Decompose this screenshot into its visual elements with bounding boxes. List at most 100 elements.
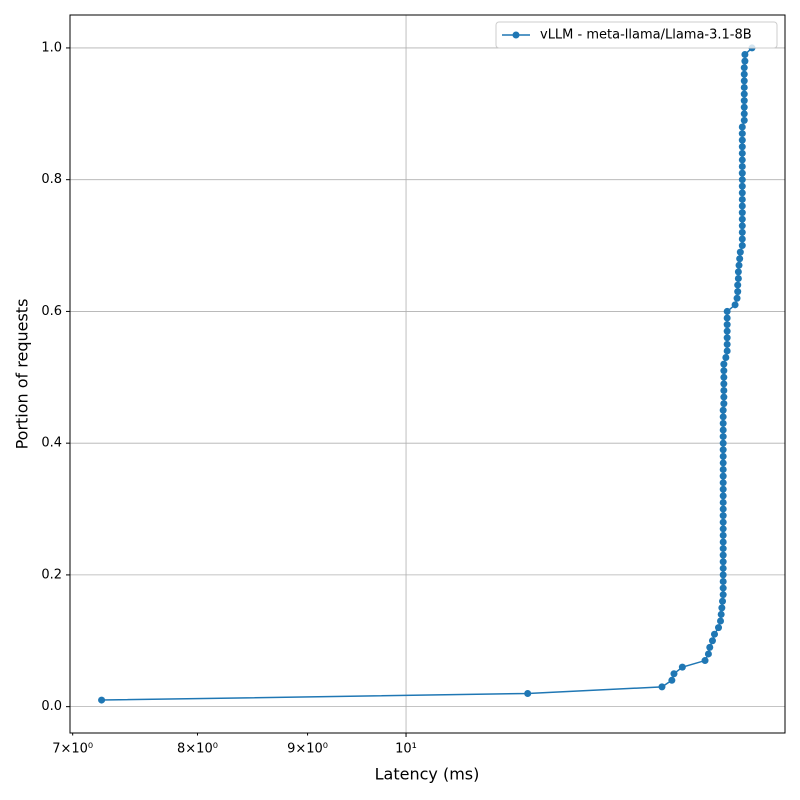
data-point [740, 97, 748, 105]
data-point [719, 505, 727, 513]
legend-label: vLLM - meta-llama/Llama-3.1-8B [540, 28, 752, 43]
legend-marker [512, 31, 520, 39]
data-point [719, 485, 727, 493]
data-point [719, 518, 727, 526]
data-point [719, 433, 727, 441]
data-point [738, 228, 746, 236]
data-point [719, 591, 727, 599]
data-point [719, 452, 727, 460]
data-point [740, 103, 748, 111]
data-point [701, 657, 709, 665]
data-point [720, 373, 728, 381]
data-point [723, 347, 731, 355]
data-point [524, 689, 532, 697]
y-axis-label: Portion of requests [13, 299, 32, 450]
x-axis-label: Latency (ms) [375, 765, 480, 784]
data-point [719, 512, 727, 520]
legend: vLLM - meta-llama/Llama-3.1-8B [495, 21, 778, 49]
data-point [738, 195, 746, 203]
y-tick-label: 0.8 [41, 172, 62, 187]
data-point [734, 288, 742, 296]
x-tick-label: 8×10⁰ [177, 742, 218, 757]
data-point [740, 70, 748, 78]
data-point [723, 307, 731, 315]
data-point [738, 136, 746, 144]
data-point [719, 564, 727, 572]
data-point [719, 558, 727, 566]
data-point [719, 479, 727, 487]
data-point [736, 248, 744, 256]
data-point [734, 281, 742, 289]
data-point [734, 268, 742, 276]
y-tick-label: 0.0 [41, 699, 62, 714]
data-point [720, 393, 728, 401]
data-point [738, 235, 746, 243]
data-point [708, 637, 716, 645]
data-point [719, 531, 727, 539]
data-point [723, 340, 731, 348]
data-point [719, 525, 727, 533]
data-point [710, 630, 718, 638]
data-point [719, 584, 727, 592]
data-point [720, 360, 728, 368]
data-point [719, 446, 727, 454]
data-point [719, 492, 727, 500]
data-point [738, 130, 746, 138]
data-point [668, 676, 676, 684]
data-point [738, 123, 746, 131]
data-point [719, 545, 727, 553]
data-point [719, 439, 727, 447]
data-point [719, 406, 727, 414]
data-point [720, 400, 728, 408]
data-point [738, 215, 746, 223]
data-point [706, 643, 714, 651]
data-point [719, 472, 727, 480]
data-point [723, 314, 731, 322]
data-point [738, 189, 746, 197]
data-point [738, 209, 746, 217]
data-point [658, 683, 666, 691]
data-point [720, 386, 728, 394]
data-point [719, 426, 727, 434]
data-point [719, 551, 727, 559]
data-point [733, 294, 741, 302]
data-point [719, 466, 727, 474]
data-point [735, 261, 743, 269]
data-point [738, 242, 746, 250]
data-point [731, 301, 739, 309]
series-line [101, 47, 753, 701]
y-tick-label: 0.4 [41, 436, 62, 451]
data-point [740, 110, 748, 118]
data-point [720, 367, 728, 375]
data-point [738, 149, 746, 157]
data-point [740, 116, 748, 124]
data-point [738, 222, 746, 230]
data-point [722, 354, 730, 362]
data-point [723, 327, 731, 335]
data-point [715, 624, 723, 632]
data-point [740, 64, 748, 72]
data-point [719, 597, 727, 605]
legend-box [495, 21, 778, 49]
data-point [719, 413, 727, 421]
x-tick-label: 9×10⁰ [287, 742, 328, 757]
data-point [740, 77, 748, 85]
data-point [98, 696, 106, 704]
data-point [740, 83, 748, 91]
data-point [718, 604, 726, 612]
data-point [704, 650, 712, 658]
data-point [719, 577, 727, 585]
data-point [717, 610, 725, 618]
data-point [738, 202, 746, 210]
x-tick-label: 10¹ [395, 742, 417, 757]
data-point [736, 255, 744, 263]
data-point [719, 538, 727, 546]
y-tick-label: 1.0 [41, 40, 62, 55]
data-point [678, 663, 686, 671]
data-point [738, 163, 746, 171]
data-point [717, 617, 725, 625]
data-point [741, 57, 749, 65]
data-point [741, 51, 749, 59]
data-point [738, 182, 746, 190]
